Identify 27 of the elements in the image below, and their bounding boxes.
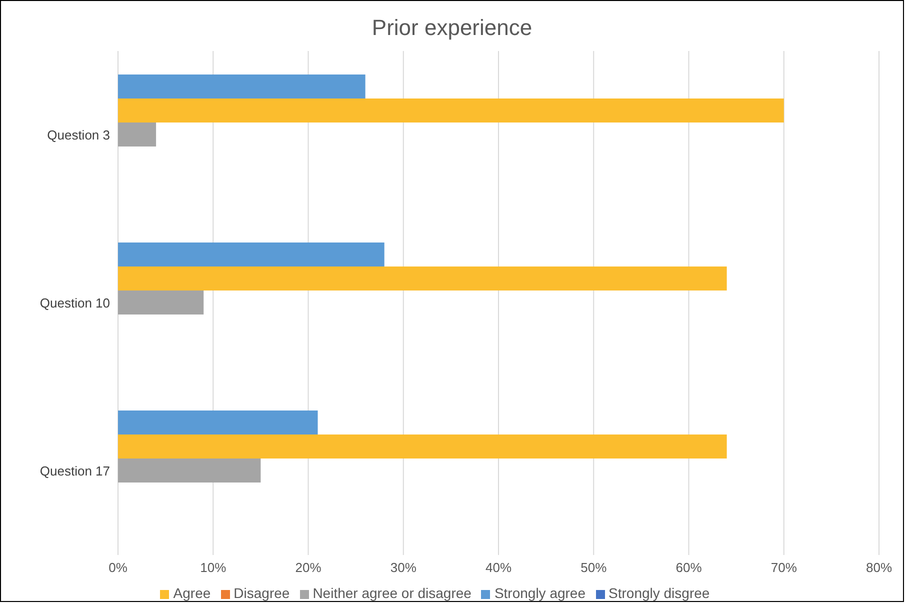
x-tick-label: 30%: [390, 560, 417, 576]
bar: [118, 98, 784, 123]
x-tick-label: 20%: [295, 560, 322, 576]
chart-title: Prior experience: [370, 14, 534, 42]
bar: [118, 458, 261, 483]
y-tick-label: Question 17: [40, 464, 110, 479]
x-tick-label: 70%: [770, 560, 798, 576]
bar: [118, 242, 384, 267]
legend-label: Strongly agree: [494, 585, 586, 601]
bar: [118, 410, 318, 435]
x-tick-label: 80%: [866, 560, 892, 576]
legend-label: Strongly disgree: [608, 585, 710, 601]
bar: [118, 122, 156, 147]
bar: [118, 266, 727, 291]
y-tick-label: Question 3: [47, 128, 110, 143]
legend-label: Disagree: [234, 585, 290, 601]
x-tick-label: 0%: [108, 560, 128, 576]
x-tick-label: 40%: [485, 560, 512, 576]
bar: [118, 74, 366, 99]
y-tick-label: Question 10: [40, 296, 110, 311]
legend-label: Agree: [173, 585, 211, 601]
x-tick-label: 60%: [676, 560, 702, 576]
bar: [118, 290, 204, 315]
bar: [118, 434, 727, 459]
x-tick-label: 50%: [580, 560, 608, 576]
x-tick-label: 10%: [200, 560, 227, 576]
legend-label: Neither agree or disagree: [312, 585, 472, 601]
